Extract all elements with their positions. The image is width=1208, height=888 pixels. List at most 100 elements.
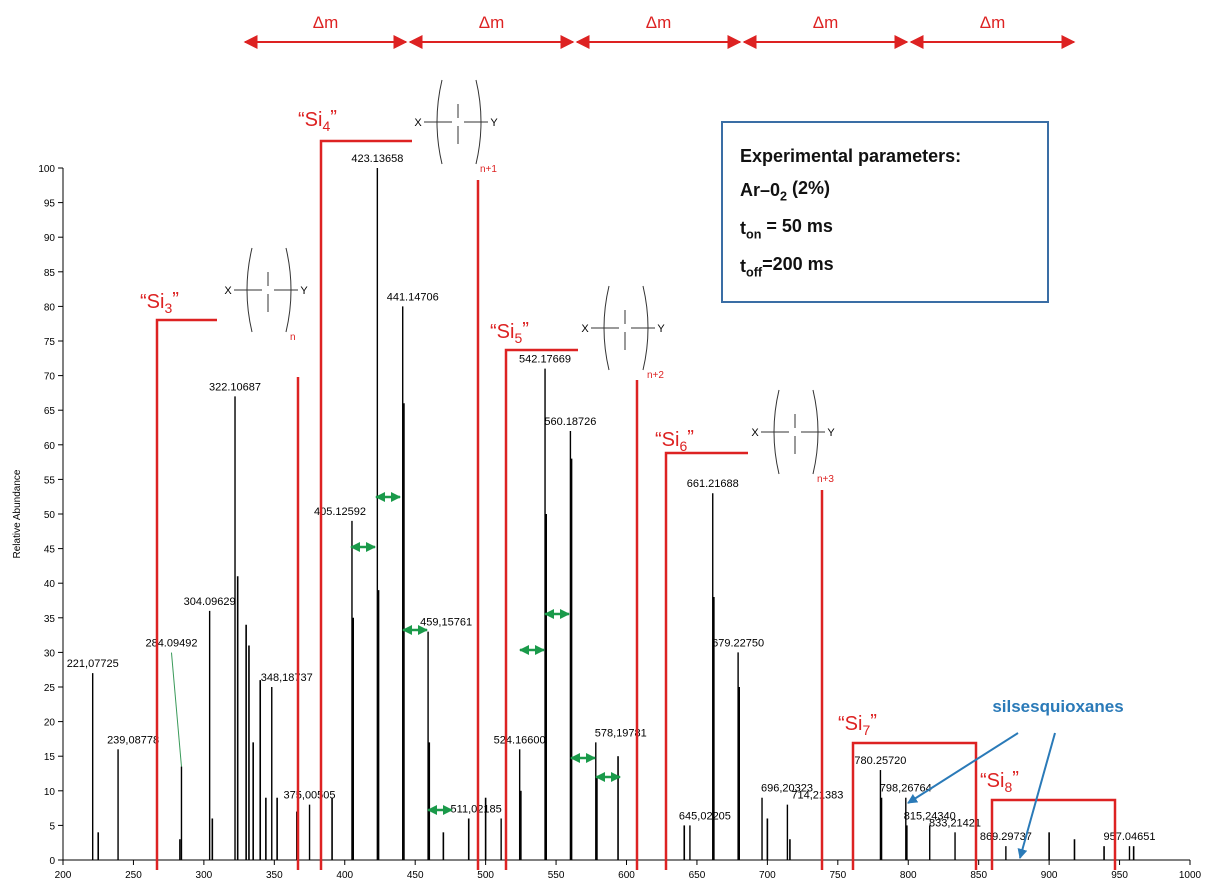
peak-label: 524.16600 xyxy=(494,734,546,746)
y-tick-label: 55 xyxy=(44,475,56,486)
delta-m-label: Δm xyxy=(646,13,672,32)
y-tick-label: 25 xyxy=(44,683,56,694)
parameter-line: Ar–02 (2%) xyxy=(740,178,830,203)
y-tick-label: 10 xyxy=(44,787,56,798)
y-tick-label: 0 xyxy=(49,856,55,867)
text-part: (2%) xyxy=(787,178,830,198)
peak-label: 578,19781 xyxy=(595,727,647,739)
x-tick-label: 450 xyxy=(407,870,424,881)
x-tick-label: 650 xyxy=(689,870,706,881)
formula-bracket xyxy=(246,247,292,333)
group-bracket xyxy=(664,451,748,870)
subscript: 3 xyxy=(164,300,172,316)
group-bracket xyxy=(504,348,578,870)
formula-x: X xyxy=(581,323,589,335)
peak-label: 459,15761 xyxy=(420,617,472,629)
peak-label: 441.14706 xyxy=(387,291,439,303)
formula-y: Y xyxy=(300,285,308,297)
group-label: “Si8” xyxy=(980,768,1019,795)
formula-x: X xyxy=(224,285,232,297)
subscript: 4 xyxy=(322,118,330,134)
formula-bonds xyxy=(591,310,655,350)
text-part: ” xyxy=(870,711,877,733)
formula-y: Y xyxy=(827,427,835,439)
peak-label: 780.25720 xyxy=(854,755,906,767)
text-part: ” xyxy=(172,289,179,311)
formula-sub: n xyxy=(290,332,296,343)
subscript: 7 xyxy=(862,722,870,738)
parameter-box xyxy=(721,121,1049,303)
text-part: Ar–0 xyxy=(740,180,780,200)
y-tick-label: 65 xyxy=(44,406,56,417)
peak-label: 511,02185 xyxy=(451,803,502,815)
delta-m-label: Δm xyxy=(980,13,1006,32)
peak-label: 239,08778 xyxy=(107,734,159,746)
subscript: off xyxy=(746,265,763,279)
x-tick-label: 700 xyxy=(759,870,776,881)
group-bracket xyxy=(990,798,1117,870)
formula-sub: n+3 xyxy=(817,474,834,485)
y-tick-label: 5 xyxy=(49,821,55,832)
peak-label: 375,00505 xyxy=(284,790,336,802)
y-tick-label: 60 xyxy=(44,441,56,452)
text-part: ” xyxy=(687,427,694,449)
peak-label: 714,21383 xyxy=(791,790,843,802)
peak-label: 833,21421 xyxy=(929,817,981,829)
formula-bonds xyxy=(424,104,488,144)
formula-sub: n+1 xyxy=(480,164,497,175)
text-part: “Si xyxy=(490,321,514,343)
y-tick-label: 95 xyxy=(44,199,56,210)
group-bracket xyxy=(851,741,978,870)
x-tick-label: 200 xyxy=(55,870,72,881)
formula-bonds xyxy=(234,272,298,312)
peak-label: 284.09492 xyxy=(145,638,197,650)
group-label: “Si6” xyxy=(655,427,694,454)
x-tick-label: 800 xyxy=(900,870,917,881)
formula-x: X xyxy=(751,427,759,439)
peak-label: 645,02205 xyxy=(679,810,731,822)
formula-y: Y xyxy=(657,323,665,335)
delta-m-label: Δm xyxy=(313,13,339,32)
subscript: 2 xyxy=(780,189,787,203)
y-tick-label: 75 xyxy=(44,337,56,348)
text-part: =200 ms xyxy=(762,254,834,274)
y-tick-label: 20 xyxy=(44,718,56,729)
text-part: “Si xyxy=(980,770,1004,792)
x-tick-label: 1000 xyxy=(1179,870,1202,881)
y-tick-label: 30 xyxy=(44,648,56,659)
text-part: t xyxy=(740,256,746,276)
formula-bracket xyxy=(773,389,819,475)
y-axis-label: Relative Abundance xyxy=(12,469,23,558)
group-bracket xyxy=(319,139,412,870)
y-tick-label: 80 xyxy=(44,302,56,313)
formula-x: X xyxy=(414,117,422,129)
parameter-line: toff=200 ms xyxy=(740,254,834,279)
y-tick-label: 45 xyxy=(44,545,56,556)
text-part: “Si xyxy=(298,109,322,131)
x-tick-label: 750 xyxy=(829,870,846,881)
peak-label: 798,26764 xyxy=(880,783,932,795)
text-part: “Si xyxy=(655,429,679,451)
x-tick-label: 600 xyxy=(618,870,635,881)
y-tick-label: 15 xyxy=(44,752,56,763)
subscript: 6 xyxy=(679,438,687,454)
leader-line xyxy=(170,652,182,767)
peak-label: 696,20323 xyxy=(761,783,813,795)
peak-label: 304.09629 xyxy=(184,596,236,608)
group-label: “Si5” xyxy=(490,319,529,346)
peak-label: 423.13658 xyxy=(351,153,403,165)
y-tick-label: 90 xyxy=(44,233,56,244)
group-bracket xyxy=(155,318,217,870)
peak-label: 542.17669 xyxy=(519,354,571,366)
y-tick-label: 85 xyxy=(44,268,56,279)
formula-sub: n+2 xyxy=(647,370,664,381)
x-tick-label: 250 xyxy=(125,870,142,881)
x-tick-label: 850 xyxy=(970,870,987,881)
subscript: 5 xyxy=(514,330,522,346)
pointer-arrow xyxy=(1017,732,1056,859)
parameter-title: Experimental parameters: xyxy=(740,146,961,166)
peak-label: 348,18737 xyxy=(261,672,313,684)
subscript: on xyxy=(746,227,761,241)
text-part: t xyxy=(740,218,746,238)
text-part: = 50 ms xyxy=(761,216,833,236)
